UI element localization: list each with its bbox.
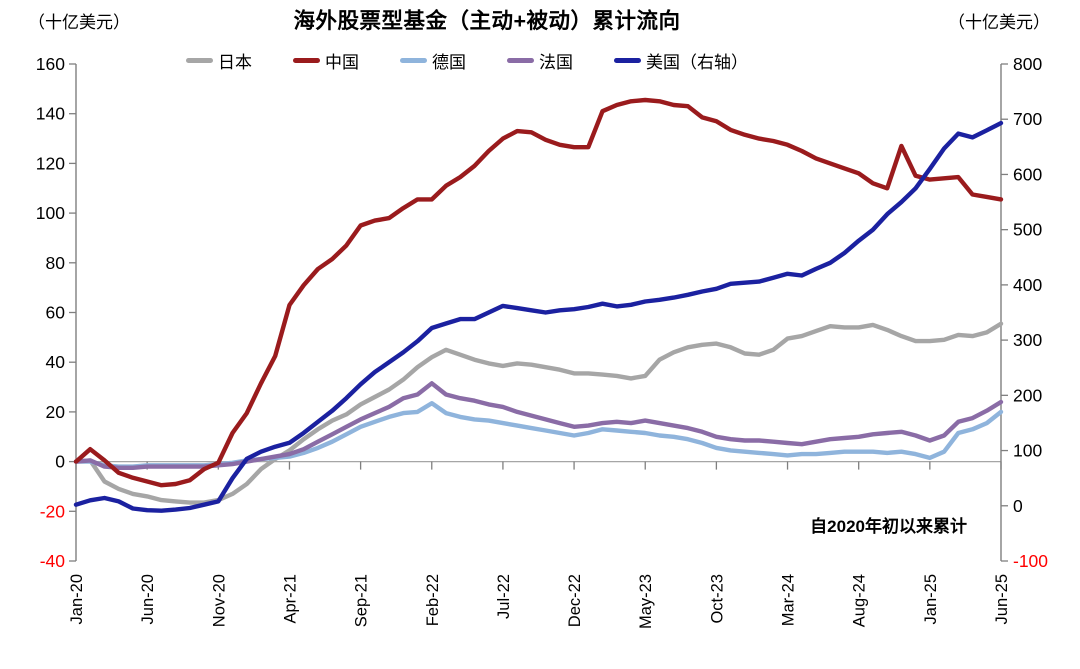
legend-label-france: 法国 — [539, 53, 573, 72]
right-axis-tick-label: 200 — [1013, 385, 1042, 405]
left-axis-tick-label: 40 — [46, 352, 66, 372]
x-axis-tick-label: Jun-25 — [993, 574, 1011, 624]
x-axis-tick-label: Dec-22 — [566, 574, 584, 627]
legend-label-us: 美国（右轴） — [646, 53, 748, 72]
left-axis-tick-label: -20 — [40, 501, 66, 521]
legend: 日本 中国 德国 法国 美国（右轴） — [186, 48, 748, 73]
left-axis-tick-label: 140 — [36, 104, 65, 124]
legend-label-japan: 日本 — [218, 53, 252, 72]
x-axis-tick-label: Nov-20 — [210, 574, 228, 627]
left-axis-tick-label: 80 — [46, 253, 66, 273]
left-axis-tick-label: -40 — [40, 551, 66, 571]
x-axis-tick-label: Feb-22 — [424, 574, 442, 626]
left-axis-tick-label: 100 — [36, 203, 65, 223]
legend-swatch-china — [293, 57, 320, 64]
legend-swatch-us — [614, 57, 641, 64]
chart-title: 海外股票型基金（主动+被动）累计流向 — [293, 9, 681, 33]
legend-item-france: 法国 — [507, 48, 573, 73]
legend-item-japan: 日本 — [186, 48, 252, 73]
right-axis-tick-label: -100 — [1013, 551, 1048, 571]
legend-label-china: 中国 — [325, 53, 359, 72]
legend-item-us: 美国（右轴） — [614, 48, 748, 73]
left-axis-tick-label: 20 — [46, 402, 66, 422]
x-axis-tick-label: Jan-25 — [922, 574, 940, 624]
series-line-china — [73, 97, 1004, 488]
x-axis-tick-label: Mar-24 — [780, 574, 798, 626]
series-line-france — [73, 381, 1004, 470]
x-axis-tick-label: Oct-23 — [708, 574, 726, 624]
left-axis-unit: （十亿美元） — [28, 13, 130, 32]
legend-swatch-germany — [400, 57, 427, 64]
legend-item-germany: 德国 — [400, 48, 466, 73]
right-axis-tick-label: 400 — [1013, 275, 1042, 295]
legend-swatch-japan — [186, 57, 213, 64]
x-axis-tick-label: Jan-20 — [68, 574, 86, 624]
annotation: 自2020年初以来累计 — [810, 517, 967, 536]
x-axis-tick-label: Sep-21 — [353, 574, 371, 627]
left-axis-tick-label: 0 — [55, 452, 65, 472]
x-axis-tick-label: Aug-24 — [851, 574, 869, 627]
right-axis-tick-label: 700 — [1013, 109, 1042, 129]
series-line-us — [73, 120, 1004, 513]
right-axis-tick-label: 600 — [1013, 164, 1042, 184]
x-axis-tick-label: Jun-20 — [139, 574, 157, 624]
right-axis-tick-label: 100 — [1013, 441, 1042, 461]
x-axis-tick-label: May-23 — [637, 574, 655, 629]
right-axis-tick-label: 800 — [1013, 54, 1042, 74]
left-axis-tick-label: 120 — [36, 153, 65, 173]
series-line-japan — [73, 321, 1004, 505]
legend-swatch-france — [507, 57, 534, 64]
legend-item-china: 中国 — [293, 48, 359, 73]
legend-label-germany: 德国 — [432, 53, 466, 72]
x-axis-tick-label: Jul-22 — [495, 574, 513, 619]
right-axis-unit: （十亿美元） — [948, 13, 1050, 32]
left-axis-tick-label: 60 — [46, 303, 66, 323]
right-axis-tick-label: 500 — [1013, 220, 1042, 240]
right-axis-tick-label: 300 — [1013, 330, 1042, 350]
right-axis-tick-label: 0 — [1013, 496, 1023, 516]
left-axis-tick-label: 160 — [36, 54, 65, 74]
x-axis-tick-label: Apr-21 — [281, 574, 299, 624]
